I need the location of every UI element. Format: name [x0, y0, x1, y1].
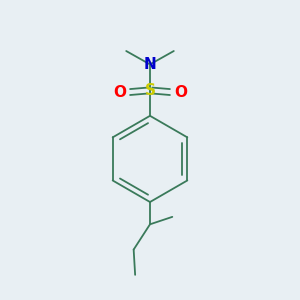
Text: S: S: [145, 83, 155, 98]
Text: O: O: [113, 85, 126, 100]
Text: O: O: [174, 85, 187, 100]
Text: N: N: [144, 57, 156, 72]
